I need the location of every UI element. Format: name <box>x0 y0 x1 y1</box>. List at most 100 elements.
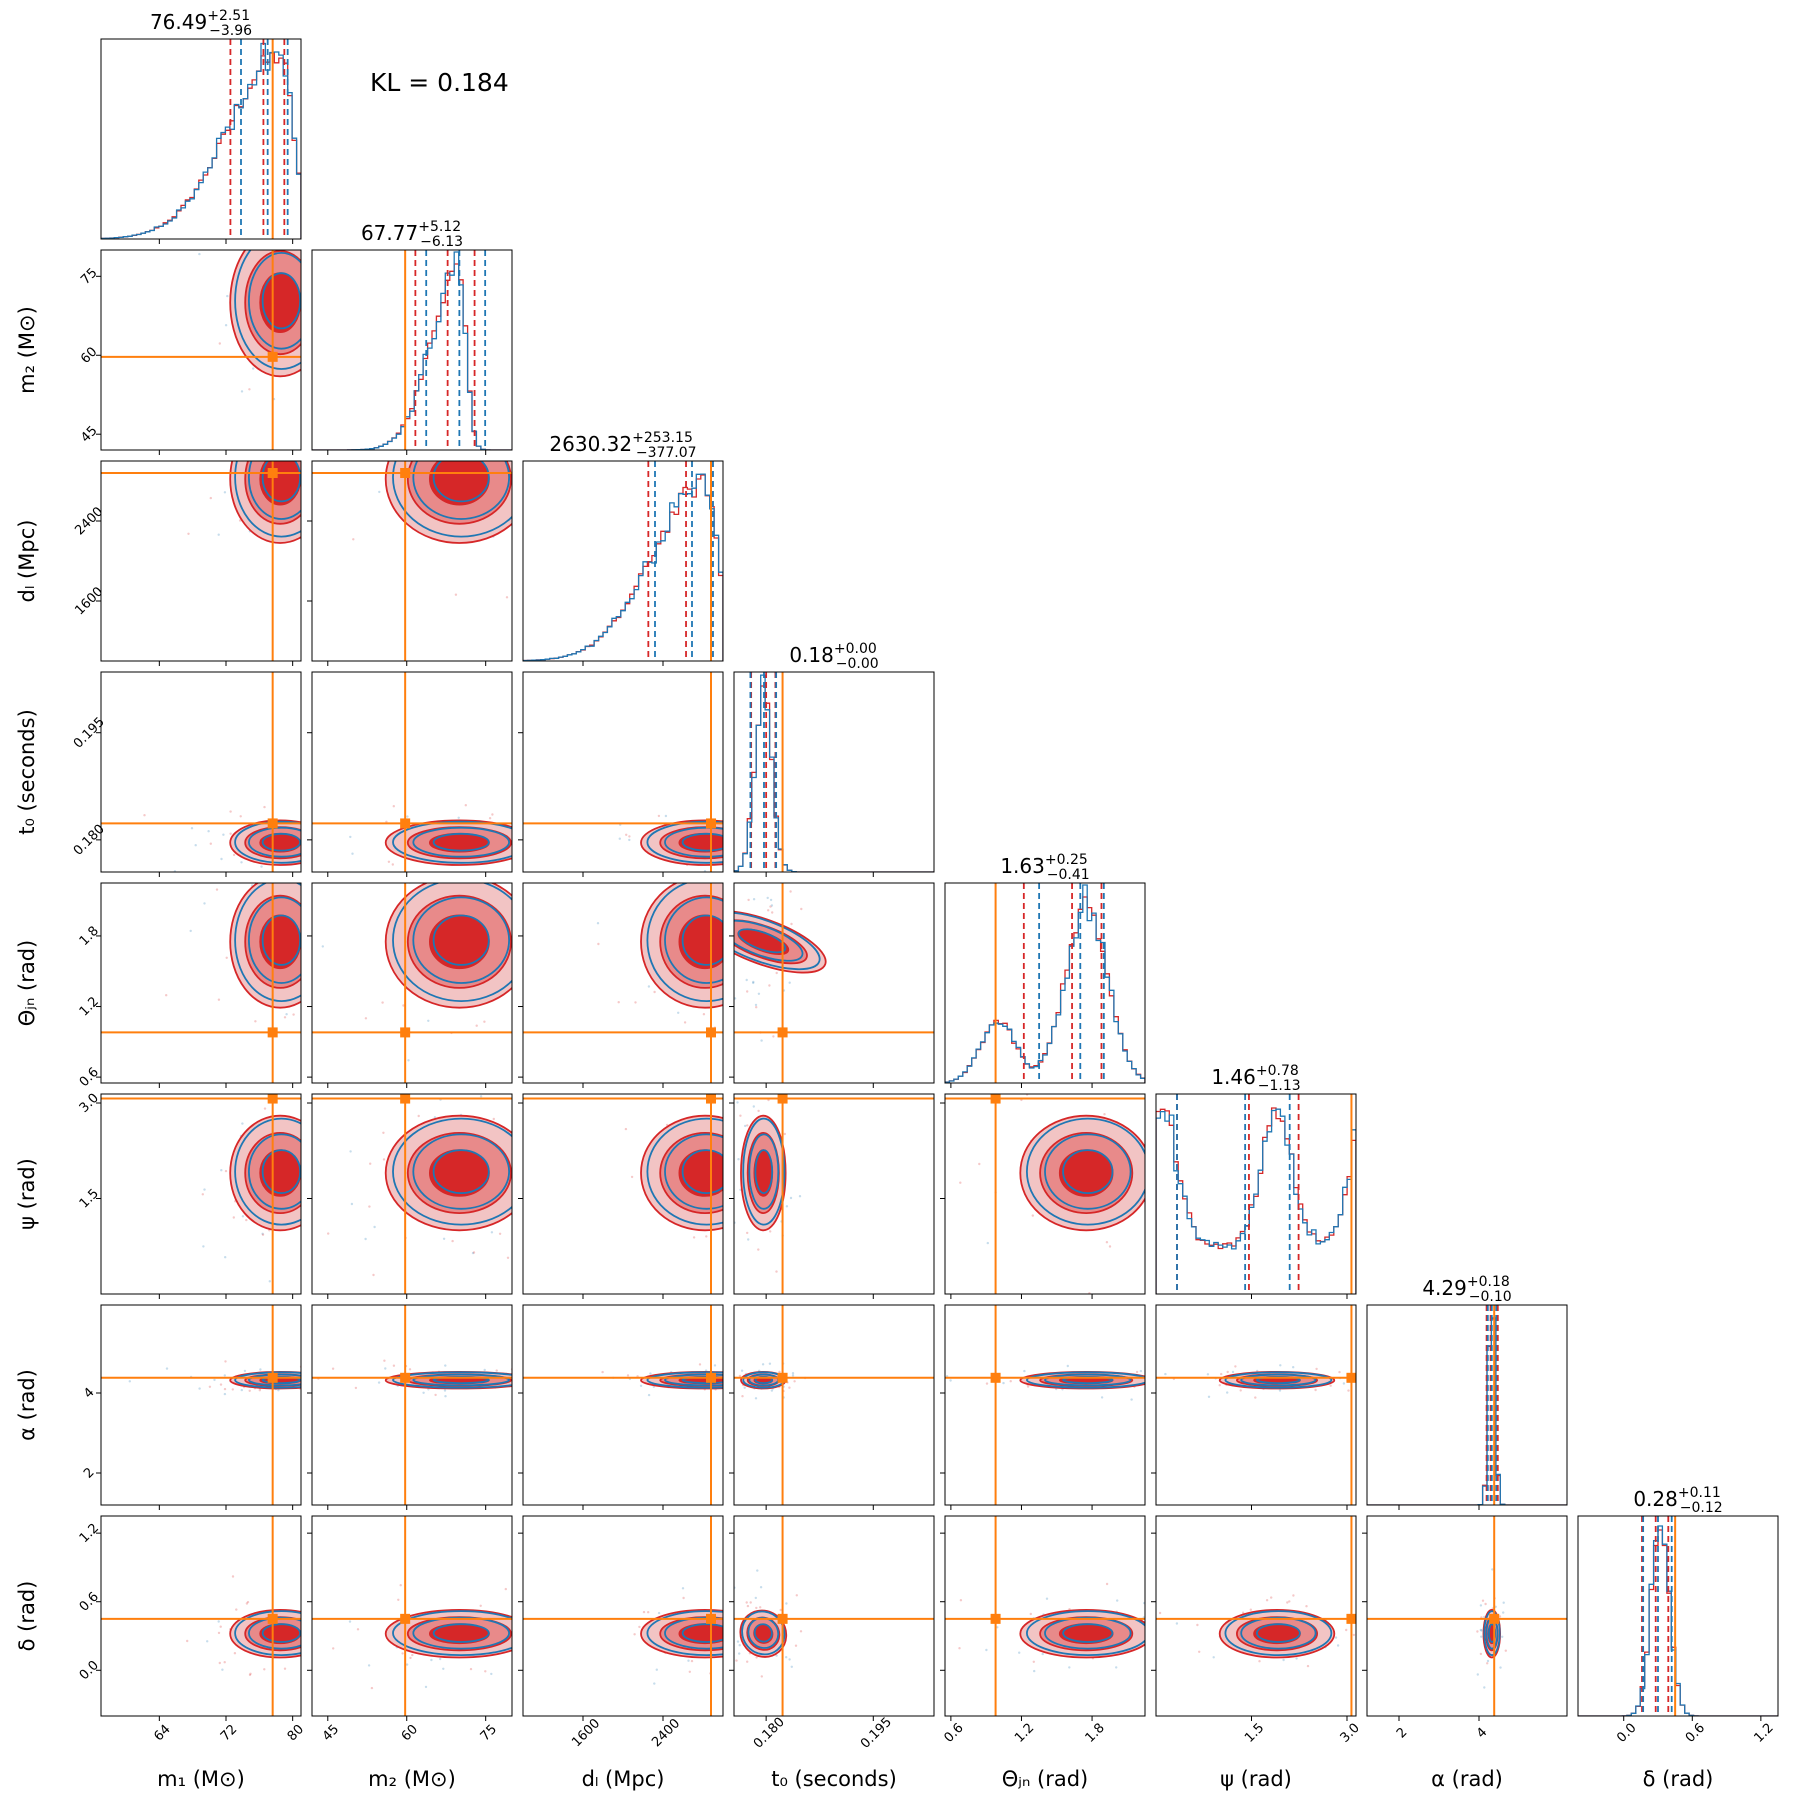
title-minus: −6.13 <box>420 234 463 250</box>
scatter-point <box>1501 1635 1504 1639</box>
scatter-point <box>451 1239 454 1243</box>
scatter-point <box>1226 1391 1229 1394</box>
panel-content <box>312 250 512 450</box>
scatter-point <box>369 1162 372 1165</box>
scatter-point <box>225 956 228 959</box>
scatter-point <box>1504 1649 1508 1652</box>
scatter-point <box>1292 1594 1295 1597</box>
contour-blue-1 <box>1240 1616 1317 1650</box>
panel-content <box>734 672 934 872</box>
panel-content <box>101 250 301 450</box>
scatter-point <box>794 1644 798 1647</box>
scatter-point <box>647 985 651 988</box>
panel-psi-delta: 1.5 3.0 <box>1151 1515 1363 1746</box>
scatter-point <box>775 1270 778 1273</box>
x-axis-label-dl: dₗ (Mpc) <box>582 1767 665 1791</box>
scatter-point <box>1239 1389 1242 1392</box>
scatter-point <box>246 1600 250 1604</box>
panel-content <box>101 883 301 1083</box>
scatter-point <box>1282 1658 1285 1662</box>
contour-blue-0 <box>646 883 723 1002</box>
scatter-point <box>752 980 755 984</box>
panel-m2-t0 <box>307 671 513 877</box>
scatter-point <box>1033 1669 1036 1673</box>
scatter-point <box>263 1107 267 1110</box>
panel-frame <box>522 671 724 873</box>
scatter-point <box>743 1386 746 1389</box>
scatter-point <box>785 1602 788 1605</box>
panel-content <box>101 1305 301 1505</box>
truth-marker <box>400 1613 411 1624</box>
scatter-point <box>285 1013 288 1016</box>
y-axis-label-t0: t₀ (seconds) <box>15 709 39 835</box>
scatter-point <box>457 816 460 819</box>
scatter-point <box>198 1387 201 1390</box>
scatter-point <box>757 992 761 995</box>
title-median: 67.77 <box>361 221 418 245</box>
scatter-point <box>283 1667 287 1670</box>
scatter-point <box>778 1370 781 1374</box>
histogram-title: 1.46+0.78 −1.13 <box>1211 1063 1300 1094</box>
scatter-point <box>1342 1382 1346 1385</box>
scatter-point <box>392 805 395 808</box>
scatter-point <box>223 491 227 494</box>
scatter-point <box>768 984 771 987</box>
x-axis-label-psi: ψ (rad) <box>1220 1767 1292 1791</box>
y-axis-label-psi: ψ (rad) <box>15 1158 39 1230</box>
panel-content <box>1156 1094 1356 1294</box>
scatter-point <box>986 1241 989 1245</box>
truth-marker <box>706 1613 716 1624</box>
scatter-point <box>165 1367 169 1370</box>
panel-content <box>101 672 301 872</box>
scatter-point <box>617 1001 620 1004</box>
scatter-point <box>618 837 621 840</box>
contour-blue-0 <box>234 820 301 864</box>
panel-content <box>312 1305 512 1505</box>
scatter-point <box>263 805 266 809</box>
scatter-point <box>738 1652 741 1655</box>
scatter-point <box>249 1672 252 1676</box>
scatter-point <box>364 1017 368 1020</box>
scatter-point <box>224 324 228 327</box>
scatter-point <box>240 1388 243 1392</box>
panel-t0-alpha <box>729 1304 935 1510</box>
scatter-point <box>788 1386 791 1389</box>
scatter-point <box>1288 1600 1291 1603</box>
title-plus: +0.00 <box>834 641 877 657</box>
title-median: 4.29 <box>1422 1276 1467 1300</box>
title-median: 0.28 <box>1633 1487 1678 1511</box>
panel-frame <box>522 882 724 1084</box>
scatter-point <box>248 1389 251 1393</box>
scatter-point <box>384 1367 387 1370</box>
title-minus: −0.00 <box>836 656 879 672</box>
scatter-point <box>702 1013 706 1016</box>
contour-blue-1 <box>248 461 301 520</box>
x-axis-label-alpha: α (rad) <box>1431 1767 1503 1791</box>
scatter-point <box>1486 1662 1489 1665</box>
scatter-point <box>189 929 192 933</box>
scatter-point <box>385 820 388 823</box>
scatter-point <box>213 1378 216 1382</box>
title-median: 76.49 <box>150 10 207 34</box>
scatter-point <box>978 1162 981 1166</box>
scatter-point <box>985 1382 989 1385</box>
scatter-point <box>1286 1601 1289 1604</box>
scatter-point <box>1265 1599 1269 1602</box>
panel-frame <box>100 38 302 240</box>
scatter-point <box>218 342 221 345</box>
scatter-point <box>949 1379 952 1382</box>
panel-frame <box>1155 1515 1357 1717</box>
scatter-point <box>633 1633 636 1636</box>
scatter-point <box>1347 1389 1350 1392</box>
contour-blue-0 <box>646 1371 723 1389</box>
y-axis-label-delta: δ (rad) <box>15 1581 39 1652</box>
scatter-point <box>1483 1686 1486 1689</box>
scatter-point <box>761 1363 765 1366</box>
y-axis-label-m2: m₂ (M⊙) <box>15 306 39 394</box>
scatter-point <box>417 1114 420 1118</box>
scatter-point <box>207 830 210 833</box>
contour-blue-1 <box>412 461 510 520</box>
panel-theta-delta: 0.6 1.2 1.8 <box>940 1515 1146 1746</box>
